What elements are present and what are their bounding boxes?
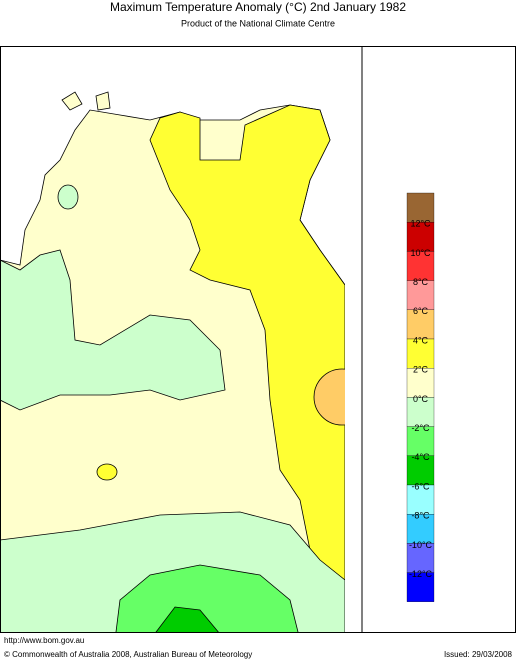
island xyxy=(61,91,83,111)
map xyxy=(1,91,345,632)
legend-label: 8°C xyxy=(413,277,429,287)
legend-swatch xyxy=(406,280,435,310)
legend-label: 6°C xyxy=(413,306,429,316)
legend-label: 10°C xyxy=(410,248,431,258)
subtitle: Product of the National Climate Centre xyxy=(181,18,335,28)
legend-label: -8°C xyxy=(411,511,430,521)
legend-label: -2°C xyxy=(411,423,430,433)
legend-swatch xyxy=(406,338,435,369)
island xyxy=(95,91,111,111)
legend-label: 2°C xyxy=(413,365,429,375)
legend-label: 4°C xyxy=(413,335,429,345)
legend-label: -10°C xyxy=(409,540,433,550)
url: http://www.bom.gov.au xyxy=(4,636,84,645)
legend-swatch xyxy=(406,309,435,340)
legend-swatch xyxy=(406,192,435,223)
legend-swatch xyxy=(406,222,435,252)
legend-swatch xyxy=(406,484,435,515)
title: Maximum Temperature Anomaly (°C) 2nd Jan… xyxy=(110,0,406,14)
copyright: © Commonwealth of Australia 2008, Austra… xyxy=(4,650,252,659)
legend-label: -6°C xyxy=(411,481,430,491)
region-4-6 xyxy=(313,368,345,426)
region-2-4 xyxy=(149,104,345,631)
legend-swatch xyxy=(406,572,435,602)
legend-swatch xyxy=(406,397,435,427)
region-minus6-minus4 xyxy=(155,606,219,632)
region-minus2-0 xyxy=(57,184,79,210)
legend-label: 12°C xyxy=(410,219,431,229)
legend: 12°C 10°C 8°C 6°C 4°C 2°C 0°C -2°C -4°C -6°C -8°C -… xyxy=(406,192,435,602)
region-2-4 xyxy=(96,463,118,481)
legend-swatch xyxy=(406,514,435,544)
legend-label: -12°C xyxy=(409,569,433,579)
region-minus4-minus2 xyxy=(115,564,299,632)
region-minus2-0 xyxy=(1,249,226,411)
issued: Issued: 29/03/2008 xyxy=(444,650,513,659)
legend-label: 0°C xyxy=(413,394,429,404)
legend-swatch xyxy=(406,251,435,281)
legend-label: -4°C xyxy=(411,452,430,462)
legend-swatch xyxy=(406,368,435,398)
